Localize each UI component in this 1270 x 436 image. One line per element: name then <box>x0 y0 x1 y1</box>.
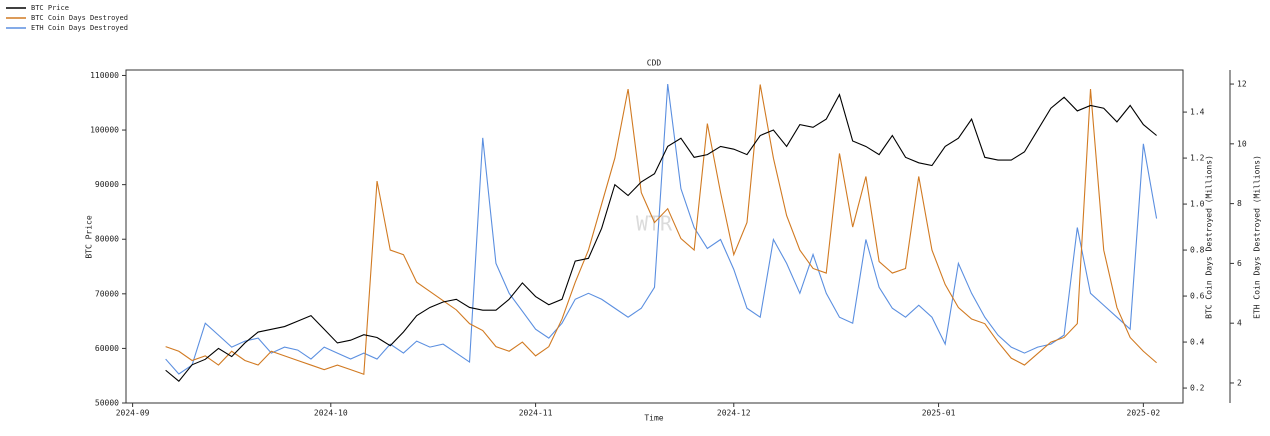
y2-tick-label: 0.2 <box>1190 384 1205 393</box>
y2-tick-label: 0.4 <box>1190 338 1205 347</box>
y3-tick-label: 12 <box>1237 80 1247 89</box>
x-tick-label: 2024-12 <box>717 409 751 418</box>
x-tick-label: 2025-01 <box>922 409 956 418</box>
series-line <box>165 83 1158 375</box>
y2-tick-label: 0.8 <box>1190 246 1205 255</box>
y-tick-label: 50000 <box>95 399 119 408</box>
y2-tick-label: 1.0 <box>1190 200 1205 209</box>
y2-tick-label: 0.6 <box>1190 292 1205 301</box>
y-tick-label: 90000 <box>95 180 119 189</box>
y3-tick-label: 4 <box>1237 319 1242 328</box>
y2-tick-label: 1.2 <box>1190 154 1205 163</box>
y3-tick-label: 10 <box>1237 139 1247 148</box>
legend-label: ETH Coin Days Destroyed <box>31 24 128 32</box>
chart-title: CDD <box>647 59 662 68</box>
y-tick-label: 70000 <box>95 289 119 298</box>
y-tick-label: 60000 <box>95 344 119 353</box>
series-line <box>165 93 1157 382</box>
x-tick-label: 2025-02 <box>1127 409 1161 418</box>
y-tick-label: 100000 <box>90 126 119 135</box>
x-axis-label: Time <box>644 414 663 423</box>
legend-label: BTC Price <box>31 4 69 12</box>
x-tick-label: 2024-10 <box>314 409 348 418</box>
plot-frame <box>125 69 1184 404</box>
watermark: WTR <box>636 212 673 236</box>
legend-label: BTC Coin Days Destroyed <box>31 14 128 22</box>
y-tick-label: 110000 <box>90 71 119 80</box>
series-line <box>165 84 1157 376</box>
y3-axis-label: ETH Coin Days Destroyed (Millions) <box>1253 155 1262 319</box>
y-axis-label: BTC Price <box>85 215 94 259</box>
y3-tick-label: 8 <box>1237 199 1242 208</box>
y-tick-label: 80000 <box>95 235 119 244</box>
x-tick-label: 2024-11 <box>519 409 553 418</box>
y2-tick-label: 1.4 <box>1190 108 1205 117</box>
y2-axis-label: BTC Coin Days Destroyed (Millions) <box>1205 155 1214 319</box>
y3-tick-label: 6 <box>1237 259 1242 268</box>
y3-tick-label: 2 <box>1237 378 1242 387</box>
x-tick-label: 2024-09 <box>116 409 150 418</box>
